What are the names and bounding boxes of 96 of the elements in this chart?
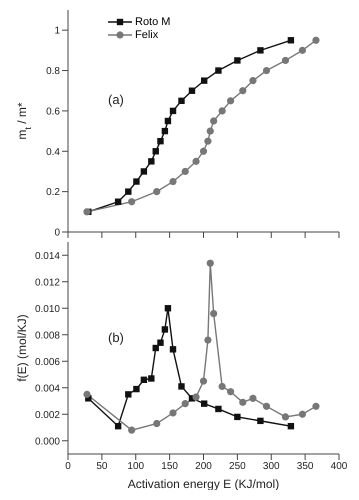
point [133, 386, 140, 392]
point [239, 87, 246, 94]
point [234, 57, 241, 64]
point [200, 378, 208, 385]
point [178, 383, 185, 390]
point [188, 88, 196, 94]
point [125, 188, 132, 195]
point [170, 108, 176, 114]
point [192, 393, 200, 401]
point [162, 326, 168, 333]
point [133, 178, 140, 185]
point [153, 420, 160, 428]
point [298, 46, 306, 54]
point [192, 158, 200, 165]
annotation: (b) [108, 330, 124, 345]
point [288, 422, 294, 430]
point [169, 178, 177, 186]
y-tick-label: 0.6 [46, 106, 60, 118]
point [288, 37, 294, 44]
x-tick-label: 0 [65, 461, 72, 472]
x-tick-label: 400 [330, 461, 348, 472]
point [215, 67, 222, 74]
point [206, 127, 214, 135]
x-tick-label: 200 [195, 461, 212, 472]
point [298, 410, 306, 418]
y-tick-label: 0.004 [34, 383, 60, 394]
point [170, 346, 176, 353]
point [200, 77, 208, 84]
y-tick-label: 0.2 [46, 187, 60, 198]
point [164, 118, 172, 124]
point [227, 97, 234, 104]
point [312, 36, 320, 44]
point [249, 77, 257, 84]
x-tick-label: 100 [127, 461, 145, 472]
point [257, 47, 264, 54]
point [210, 310, 218, 318]
point [114, 422, 122, 430]
y-tick-label: 0.8 [46, 66, 60, 78]
point [83, 390, 91, 398]
point [227, 388, 234, 396]
point [157, 340, 164, 346]
point [204, 138, 212, 145]
point [206, 260, 214, 267]
legend-label: Felix [135, 29, 158, 41]
point [182, 168, 189, 176]
point [249, 394, 257, 402]
y-tick-label: 0.008 [34, 330, 60, 342]
y-axis-title: f(E) (mol/KJ) [15, 314, 29, 382]
point [182, 400, 189, 408]
legend-label: Roto M [135, 16, 170, 28]
point [140, 376, 148, 383]
y-tick-label: 1 [54, 26, 60, 37]
y-tick-label: 0.010 [34, 304, 60, 315]
point [162, 128, 168, 134]
y-tick-label: 0 [54, 228, 60, 239]
point [262, 66, 270, 74]
point [200, 400, 208, 407]
point [164, 305, 172, 312]
y-tick-label: 0.4 [46, 146, 60, 158]
point [282, 413, 290, 420]
point [152, 148, 159, 154]
point [218, 382, 226, 390]
point [140, 168, 148, 175]
x-tick-label: 300 [262, 461, 280, 472]
point [125, 391, 132, 398]
point [148, 375, 155, 382]
point [114, 198, 122, 205]
point [239, 398, 246, 406]
annotation: (a) [108, 92, 124, 107]
y-tick-label: 0.000 [34, 436, 60, 448]
point [153, 188, 160, 196]
x-tick-label: 250 [229, 461, 246, 472]
y-tick-label: 0.012 [34, 277, 60, 288]
point [169, 409, 177, 417]
point [262, 402, 270, 410]
point [128, 198, 136, 206]
point [312, 402, 320, 410]
y-tick-label: 0.002 [34, 410, 60, 421]
point [152, 344, 159, 352]
point [210, 117, 218, 125]
point [204, 336, 212, 344]
point [234, 414, 241, 420]
x-tick-label: 350 [296, 461, 314, 472]
x-tick-label: 50 [96, 461, 108, 472]
point [148, 158, 155, 165]
point [215, 406, 222, 412]
y-tick-label: 0.014 [34, 250, 60, 262]
x-tick-label: 150 [161, 461, 178, 472]
point [282, 56, 290, 64]
point [128, 426, 136, 434]
point [218, 107, 226, 115]
point [178, 98, 185, 104]
point [200, 148, 208, 155]
y-tick-label: 0.006 [34, 356, 60, 368]
point [257, 418, 264, 424]
point [157, 138, 164, 144]
